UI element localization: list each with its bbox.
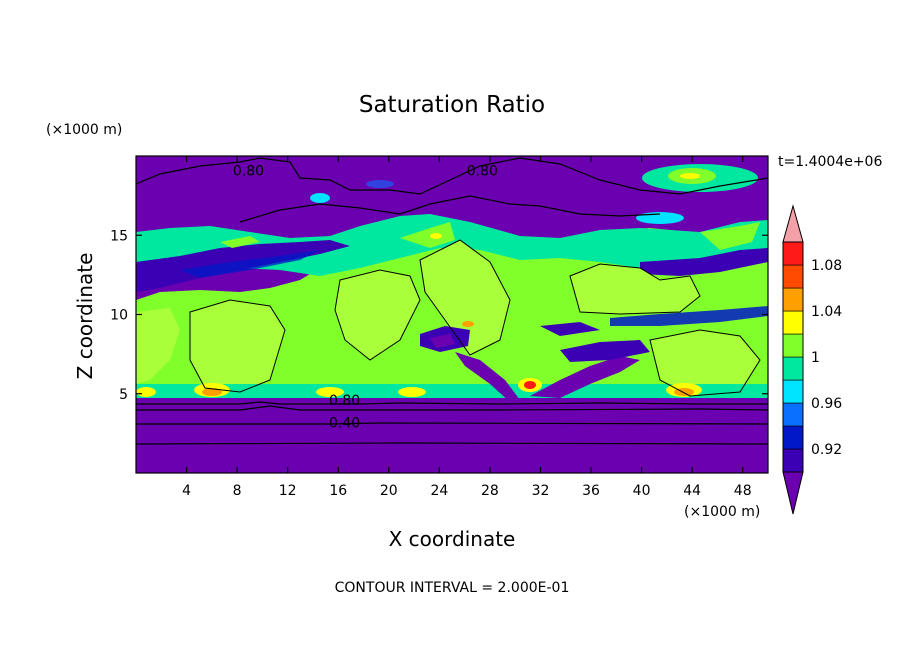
x-tick-label: 12 — [279, 483, 297, 499]
warm-spot-2 — [136, 387, 156, 397]
right-dry-strands — [640, 248, 768, 276]
upper-dry-band-blue — [180, 250, 320, 278]
time-label: t=1.4004e+06 — [778, 154, 882, 170]
colorbar-tick-label: 0.92 — [811, 442, 842, 458]
colorbar-extend-low — [782, 471, 804, 515]
green-interior-patch-2 — [335, 270, 420, 360]
orange-spot-2 — [430, 233, 442, 239]
x-tick-label: 8 — [233, 483, 242, 499]
contour-label: 0.80 — [467, 163, 498, 179]
green-interior-patch-3 — [420, 240, 510, 355]
saturation-field — [136, 156, 768, 473]
x-tick-label: 36 — [582, 483, 600, 499]
x-tick-label: 20 — [380, 483, 398, 499]
x-tick-label: 32 — [532, 483, 550, 499]
cloud-layer-teal — [136, 214, 768, 288]
x-axis: 4 8 12 16 20 24 28 32 36 40 44 48 — [182, 156, 752, 499]
x-unit-label: (×1000 m) — [684, 504, 760, 520]
contour-labels: 0.80 0.80 0.80 0.40 — [233, 163, 498, 431]
x-tick-label: 24 — [430, 483, 448, 499]
colorbar-tick-label: 1.08 — [811, 258, 842, 274]
upper-contour-line-2 — [239, 195, 661, 223]
dry-streak-2 — [530, 356, 640, 398]
colorbar-tick-label: 0.96 — [811, 396, 842, 412]
colorbar-tick-label: 1.04 — [811, 304, 842, 320]
contour-label: 0.80 — [329, 393, 360, 409]
colorbar-segment — [782, 241, 804, 266]
dry-streak-1 — [455, 352, 520, 402]
colorbar-frame — [782, 241, 804, 473]
mid-dry-strand — [610, 306, 768, 326]
dry-streak-3 — [560, 340, 650, 362]
contour-label: 0.80 — [233, 163, 264, 179]
upper-cyan-patch-1 — [310, 193, 330, 203]
colorbar-segment — [782, 356, 804, 381]
green-interior-patch-6 — [136, 308, 180, 384]
warm-spot-3 — [316, 387, 344, 397]
y-tick-label: 10 — [110, 308, 128, 324]
colorbar-segment — [782, 448, 804, 473]
upper-cyan-patch-3 — [636, 212, 684, 224]
upper-cyan-patch-2 — [366, 180, 394, 188]
lower-contour-a — [136, 405, 768, 411]
upper-contour-line — [136, 157, 768, 195]
cloud-base-teal-band — [136, 384, 768, 398]
colorbar-segment — [782, 425, 804, 450]
dry-pocket-2 — [430, 334, 455, 348]
warm-spot-4 — [398, 387, 426, 397]
colorbar-segment — [782, 287, 804, 312]
x-tick-label: 48 — [734, 483, 752, 499]
colorbar-segment — [782, 379, 804, 404]
x-tick-label: 16 — [329, 483, 347, 499]
y-tick-label: 15 — [110, 228, 128, 244]
y-unit-label: (×1000 m) — [46, 122, 122, 138]
green-interior-patch-1 — [190, 300, 285, 392]
lower-contour-b — [136, 442, 768, 445]
x-axis-title: X coordinate — [389, 527, 516, 551]
colorbar: 0.92 0.96 1 1.04 1.08 — [782, 204, 842, 515]
warm-spot-6-core — [524, 381, 536, 389]
contour-interval-note: CONTOUR INTERVAL = 2.000E-01 — [335, 580, 570, 596]
cloud-contour-outlines — [189, 239, 761, 397]
colorbar-tick-label: 1 — [811, 350, 820, 366]
orange-spot-1 — [462, 321, 474, 327]
colorbar-segment — [782, 402, 804, 427]
x-tick-label: 4 — [182, 483, 191, 499]
y-axis-title: Z coordinate — [73, 253, 97, 380]
contour-label: 0.40 — [329, 415, 360, 431]
lower-contour-0p80 — [136, 401, 768, 405]
green-interior-patch-5 — [650, 330, 760, 396]
upper-right-cloud-yellow — [680, 173, 700, 179]
x-tick-label: 44 — [683, 483, 701, 499]
chart-title: Saturation Ratio — [359, 92, 545, 118]
dry-streak-4 — [540, 322, 600, 336]
colorbar-segment — [782, 310, 804, 335]
y-axis: 5 10 15 — [110, 228, 768, 403]
green-interior-patch-4 — [570, 264, 700, 314]
colorbar-extend-high — [782, 204, 804, 243]
x-tick-label: 28 — [481, 483, 499, 499]
warm-spot-1-core — [202, 388, 222, 396]
colorbar-segment — [782, 333, 804, 358]
y-tick-label: 5 — [119, 387, 128, 403]
colorbar-segment — [782, 264, 804, 289]
x-tick-label: 40 — [633, 483, 651, 499]
lower-contour-0p40 — [136, 422, 768, 425]
